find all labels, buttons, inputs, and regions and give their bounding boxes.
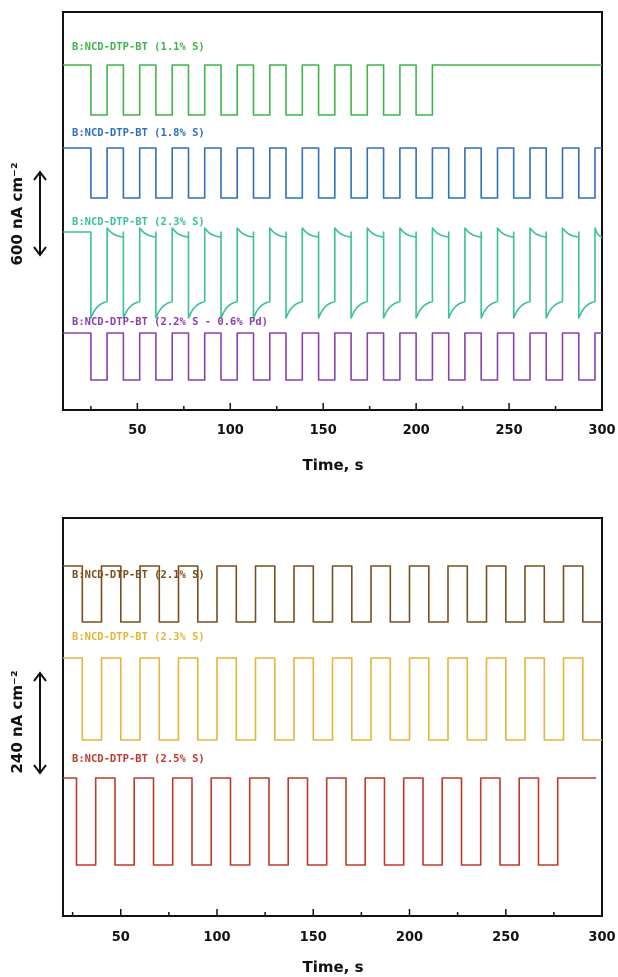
x-tick-label: 250 — [492, 930, 519, 945]
series-label: B:NCD-DTP-BT (2.1% S) — [72, 569, 205, 581]
y-scale-label-bottom: 240 nA cm⁻² — [8, 670, 26, 773]
x-tick-label: 100 — [217, 423, 244, 438]
panel-bottom: 50 100 150 200 250 300 B:NCD-DTP-BT (2.1% S)B… — [8, 517, 616, 976]
series-label: B:NCD-DTP-BT (2.5% S) — [72, 753, 205, 765]
series-line — [63, 565, 602, 623]
scale-bar-bottom — [33, 671, 47, 775]
x-tick-label: 50 — [128, 423, 146, 438]
panel-top: 50 100 150 200 250 300 B:NCD-DTP-BT (1.1% S)B… — [8, 11, 616, 474]
scale-bar-top — [33, 170, 47, 257]
x-tick-label: 150 — [310, 423, 337, 438]
x-tick-label: 200 — [403, 423, 430, 438]
traces-bottom: B:NCD-DTP-BT (2.1% S) B:NCD-DTP-BT (2.3% … — [63, 565, 602, 866]
series-label: B:NCD-DTP-BT (2.3% S) — [72, 631, 205, 643]
series-line — [63, 777, 597, 866]
x-axis-top: 50 100 150 200 250 300 — [90, 403, 616, 438]
series-label: B:NCD-DTP-BT (2.3% S) — [72, 216, 205, 228]
series-label: B:NCD-DTP-BT (2.2% S - 0.6% Pd) — [72, 316, 268, 328]
plot-frame-top — [62, 11, 603, 411]
series-label: B:NCD-DTP-BT (1.1% S) — [72, 41, 205, 53]
series-line — [63, 657, 602, 741]
traces-top: B:NCD-DTP-BT (1.1% S) B:NCD-DTP-BT (1.8% … — [63, 41, 603, 381]
x-tick-label: 300 — [588, 423, 615, 438]
series-line — [63, 64, 602, 116]
x-axis-title-top: Time, s — [302, 456, 363, 474]
x-axis-bottom: 50 100 150 200 250 300 — [71, 909, 616, 945]
x-tick-label: 300 — [588, 930, 615, 945]
x-axis-title-bottom: Time, s — [302, 958, 363, 976]
x-tick-label: 150 — [300, 930, 327, 945]
x-tick-label: 200 — [396, 930, 423, 945]
series-line — [63, 227, 603, 319]
x-tick-label: 250 — [495, 423, 522, 438]
x-tick-label: 100 — [203, 930, 230, 945]
plot-frame-bottom — [62, 517, 603, 917]
y-scale-label-top: 600 nA cm⁻² — [8, 162, 26, 265]
x-tick-label: 50 — [112, 930, 130, 945]
series-line — [63, 147, 602, 199]
series-label: B:NCD-DTP-BT (1.8% S) — [72, 127, 205, 139]
series-line — [63, 332, 602, 381]
